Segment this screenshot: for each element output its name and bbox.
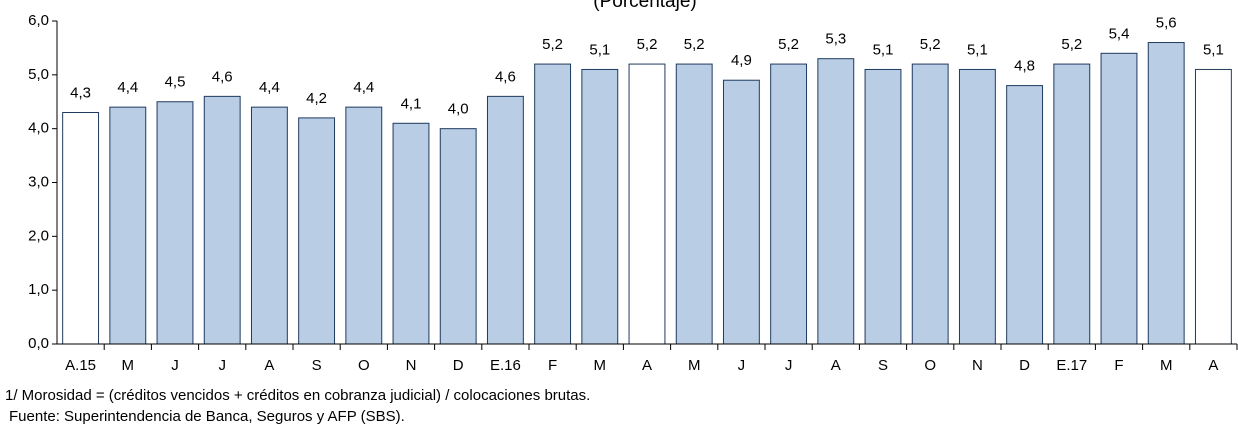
bar <box>298 117 336 345</box>
x-tick-label: J <box>218 357 226 374</box>
x-tick-label: M <box>1160 357 1173 374</box>
data-label: 5,3 <box>825 31 846 48</box>
bar <box>1194 68 1232 345</box>
x-tick-label: O <box>924 357 936 374</box>
y-tick-label: 5,0 <box>28 66 49 83</box>
bar <box>958 68 996 345</box>
y-tick-label: 1,0 <box>28 281 49 298</box>
y-tick-label: 4,0 <box>28 120 49 137</box>
y-tick-label: 6,0 <box>28 12 49 29</box>
bar <box>1006 85 1044 345</box>
data-label: 4,9 <box>731 52 752 69</box>
bar <box>770 63 808 345</box>
x-tick-label: S <box>878 357 888 374</box>
x-tick-label: J <box>171 357 179 374</box>
bar <box>439 128 477 345</box>
data-label: 5,2 <box>542 36 563 53</box>
data-label: 5,2 <box>920 36 941 53</box>
data-label: 4,4 <box>117 79 138 96</box>
x-tick-label: F <box>1114 357 1123 374</box>
x-tick-label: O <box>358 357 370 374</box>
bar <box>534 63 572 345</box>
data-label: 4,3 <box>70 84 91 101</box>
data-label: 5,1 <box>1203 41 1224 58</box>
bar <box>345 106 383 345</box>
bar <box>250 106 288 345</box>
bar <box>156 101 194 345</box>
data-label: 5,2 <box>637 36 658 53</box>
footnote: Fuente: Superintendencia de Banca, Segur… <box>9 408 405 425</box>
y-tick-label: 3,0 <box>28 173 49 190</box>
x-tick-label: A <box>642 357 652 374</box>
data-label: 5,1 <box>589 41 610 58</box>
bar <box>864 68 902 345</box>
data-label: 4,0 <box>448 101 469 118</box>
chart-subtitle: (Porcentaje) <box>593 0 697 12</box>
data-label: 5,2 <box>778 36 799 53</box>
y-tick-label: 2,0 <box>28 227 49 244</box>
bar <box>581 68 619 345</box>
bar <box>911 63 949 345</box>
bar <box>486 95 524 345</box>
data-label: 4,8 <box>1014 58 1035 75</box>
data-label: 5,2 <box>684 36 705 53</box>
bar <box>109 106 147 345</box>
data-label: 5,1 <box>873 41 894 58</box>
data-label: 4,4 <box>353 79 374 96</box>
x-tick-label: E.16 <box>490 357 521 374</box>
x-tick-label: N <box>406 357 417 374</box>
bar <box>392 122 430 345</box>
bar <box>1053 63 1091 345</box>
x-tick-label: D <box>1019 357 1030 374</box>
data-label: 4,6 <box>495 68 516 85</box>
bar <box>62 112 100 345</box>
bar <box>203 95 241 345</box>
data-label: 5,6 <box>1156 15 1177 32</box>
x-tick-label: D <box>453 357 464 374</box>
data-label: 5,2 <box>1061 36 1082 53</box>
x-tick-label: A <box>1208 357 1218 374</box>
x-tick-label: N <box>972 357 983 374</box>
bar <box>722 79 760 345</box>
data-label: 4,1 <box>401 95 422 112</box>
x-tick-label: M <box>688 357 701 374</box>
x-tick-label: E.17 <box>1056 357 1087 374</box>
data-label: 4,5 <box>165 74 186 91</box>
x-tick-label: A <box>831 357 841 374</box>
x-tick-label: A.15 <box>65 357 96 374</box>
y-tick-label: 0,0 <box>28 335 49 352</box>
x-tick-label: S <box>312 357 322 374</box>
bar <box>817 58 855 345</box>
data-label: 5,4 <box>1109 25 1130 42</box>
bar <box>1100 52 1138 345</box>
x-tick-label: J <box>785 357 793 374</box>
bar <box>1147 42 1185 345</box>
data-label: 4,6 <box>212 68 233 85</box>
bar <box>628 63 666 345</box>
x-tick-label: A <box>264 357 274 374</box>
x-tick-label: M <box>594 357 607 374</box>
data-label: 4,2 <box>306 90 327 107</box>
bar <box>675 63 713 345</box>
data-label: 4,4 <box>259 79 280 96</box>
x-tick-label: F <box>548 357 557 374</box>
data-label: 5,1 <box>967 41 988 58</box>
x-tick-label: J <box>738 357 746 374</box>
x-tick-label: M <box>122 357 135 374</box>
footnote: 1/ Morosidad = (créditos vencidos + créd… <box>5 387 590 404</box>
